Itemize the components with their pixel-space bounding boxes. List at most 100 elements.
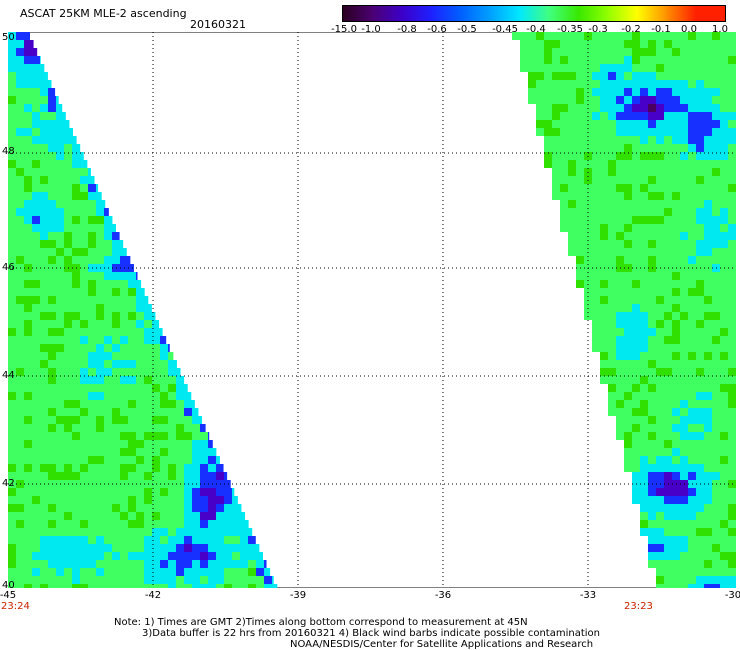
swath-cell	[712, 584, 720, 588]
swath-cell	[672, 184, 680, 192]
colorbar-tick-label: -0.6	[427, 24, 447, 35]
swath-cell	[704, 160, 712, 168]
swath-cell	[128, 528, 136, 536]
swath-cell	[648, 168, 656, 176]
swath-cell	[608, 320, 616, 328]
swath-cell	[672, 328, 680, 336]
swath-cell	[8, 88, 16, 96]
swath-cell	[608, 400, 616, 408]
swath-cell	[104, 424, 112, 432]
swath-cell	[24, 408, 32, 416]
swath-cell	[72, 304, 80, 312]
swath-cell	[688, 168, 696, 176]
swath-cell	[80, 528, 88, 536]
swath-cell	[152, 448, 160, 456]
swath-cell	[704, 216, 712, 224]
swath-cell	[728, 176, 736, 184]
swath-cell	[720, 488, 728, 496]
swath-cell	[104, 552, 112, 560]
swath-cell	[568, 64, 576, 72]
swath-cell	[120, 344, 128, 352]
swath-cell	[664, 272, 672, 280]
swath-cell	[136, 376, 144, 384]
swath-cell	[600, 320, 608, 328]
swath-cell	[568, 152, 576, 160]
swath-cell	[112, 392, 120, 400]
swath-cell	[560, 112, 568, 120]
swath-cell	[88, 192, 96, 200]
swath-cell	[120, 440, 128, 448]
swath-cell	[8, 368, 16, 376]
swath-cell	[672, 496, 680, 504]
swath-cell	[32, 120, 40, 128]
swath-cell	[64, 288, 72, 296]
swath-cell	[688, 56, 696, 64]
swath-cell	[656, 584, 664, 588]
swath-cell	[704, 584, 712, 588]
swath-cell	[648, 328, 656, 336]
swath-cell	[704, 328, 712, 336]
swath-cell	[48, 208, 56, 216]
swath-cell	[192, 488, 200, 496]
swath-cell	[72, 312, 80, 320]
swath-cell	[624, 88, 632, 96]
swath-cell	[592, 288, 600, 296]
lon-tick-label: -33	[579, 590, 597, 601]
swath-cell	[8, 304, 16, 312]
swath-cell	[672, 536, 680, 544]
swath-cell	[640, 504, 648, 512]
swath-cell	[64, 168, 72, 176]
swath-cell	[616, 96, 624, 104]
swath-cell	[544, 72, 552, 80]
swath-cell	[608, 392, 616, 400]
swath-cell	[632, 216, 640, 224]
swath-cell	[56, 536, 64, 544]
swath-cell	[80, 424, 88, 432]
swath-cell	[168, 344, 170, 352]
swath-cell	[32, 464, 40, 472]
swath-cell	[8, 224, 16, 232]
swath-cell	[704, 360, 712, 368]
swath-cell	[664, 512, 672, 520]
swath-cell	[680, 168, 688, 176]
swath-cell	[64, 232, 72, 240]
swath-cell	[568, 216, 576, 224]
swath-cell	[688, 520, 696, 528]
swath-cell	[64, 400, 72, 408]
swath-cell	[32, 576, 40, 584]
swath-cell	[608, 120, 616, 128]
swath-cell	[128, 544, 136, 552]
swath-cell	[696, 520, 704, 528]
swath-cell	[176, 376, 184, 384]
swath-cell	[664, 488, 672, 496]
swath-cell	[728, 576, 736, 584]
swath-cell	[712, 304, 720, 312]
swath-cell	[528, 64, 536, 72]
swath-cell	[256, 576, 264, 584]
swath-cell	[592, 304, 600, 312]
swath-cell	[8, 328, 16, 336]
swath-cell	[8, 168, 16, 176]
swath-cell	[72, 208, 80, 216]
swath-cell	[40, 72, 48, 80]
swath-cell	[16, 32, 24, 40]
swath-cell	[632, 208, 640, 216]
swath-cell	[56, 488, 64, 496]
swath-cell	[104, 464, 112, 472]
swath-cell	[8, 336, 16, 344]
swath-cell	[728, 520, 736, 528]
swath-cell	[656, 400, 664, 408]
swath-cell	[24, 248, 32, 256]
swath-cell	[696, 240, 704, 248]
colorbar-tick-label: -0.35	[557, 24, 583, 35]
swath-cell	[8, 504, 16, 512]
swath-cell	[208, 544, 216, 552]
swath-cell	[712, 72, 720, 80]
swath-cell	[168, 528, 176, 536]
swath-cell	[240, 568, 248, 576]
swath-cell	[8, 56, 16, 64]
swath-cell	[224, 528, 232, 536]
swath-cell	[568, 72, 576, 80]
swath-cell	[24, 536, 32, 544]
swath-cell	[128, 552, 136, 560]
